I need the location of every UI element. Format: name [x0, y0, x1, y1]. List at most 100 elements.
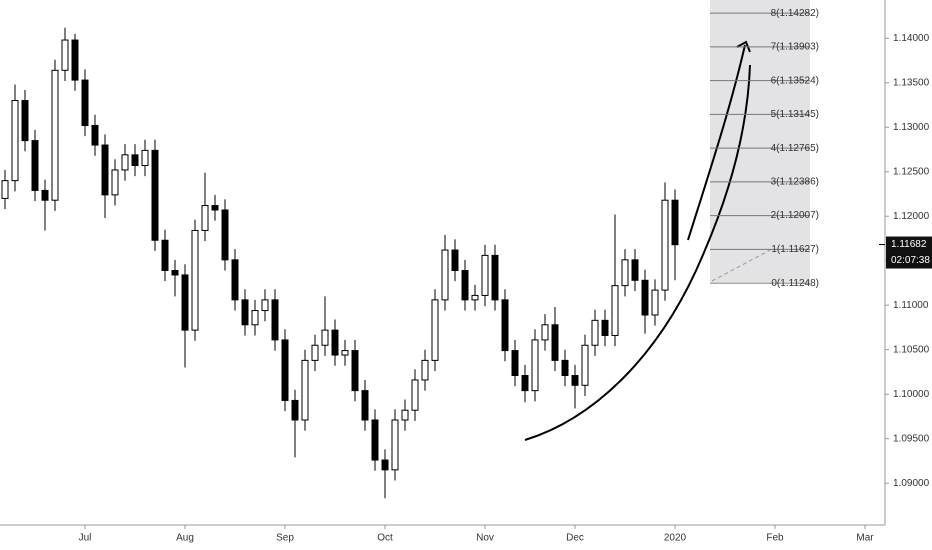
fib-level-label: 6(1.13524) [771, 75, 819, 86]
y-tick-label: 1.09500 [893, 433, 930, 444]
candle-body [641, 279, 649, 316]
y-tick-label: 1.12000 [893, 211, 930, 222]
candle-body [571, 375, 579, 386]
x-tick-label: Oct [377, 533, 393, 544]
candle-body [581, 344, 589, 386]
candle-body [471, 294, 479, 301]
candle-body [141, 149, 149, 167]
candle-body [61, 39, 69, 71]
candle-body [181, 274, 189, 331]
y-tick-label: 1.13500 [893, 77, 930, 88]
fib-level-label: 7(1.13903) [771, 42, 819, 53]
candle-body [291, 399, 299, 421]
candle-body [341, 350, 349, 356]
candle-body [11, 100, 19, 182]
y-tick-label: 1.09000 [893, 478, 930, 489]
candle-body [601, 319, 609, 336]
candle-body [511, 350, 519, 377]
x-tick-label: Sep [276, 533, 294, 544]
fib-level-label: 0(1.11248) [771, 278, 819, 289]
candle-body [521, 375, 529, 392]
candle-body [461, 270, 469, 301]
candle-body [561, 359, 569, 377]
candle-body [531, 339, 539, 392]
fib-level-label: 2(1.12007) [771, 210, 819, 221]
candle-body [51, 69, 59, 201]
y-tick-label: 1.13000 [893, 122, 930, 133]
candle-body [661, 199, 669, 291]
candle-body [391, 419, 399, 471]
candle-body [301, 359, 309, 421]
candle-body [41, 189, 49, 201]
fib-level-label: 1(1.11627) [771, 244, 819, 255]
candle-body [91, 124, 99, 146]
candle-body [111, 169, 119, 196]
candle-body [361, 390, 369, 421]
candle-body [271, 299, 279, 341]
candle-body [441, 249, 449, 301]
candle-body [261, 299, 269, 312]
candle-body [281, 339, 289, 401]
candle-body [221, 209, 229, 261]
countdown-tag [886, 252, 932, 269]
candle-body [371, 419, 379, 461]
curved-arrow-lower [524, 64, 751, 441]
x-tick-label: Aug [176, 533, 194, 544]
candle-body [71, 39, 79, 81]
candle-body [631, 259, 639, 281]
candle-body [481, 254, 489, 296]
x-tick-label: 2020 [664, 533, 687, 544]
y-tick-label: 1.10500 [893, 344, 930, 355]
candle-body [21, 100, 29, 142]
x-tick-label: Mar [856, 533, 874, 544]
candle-body [451, 249, 459, 272]
candle-body [421, 359, 429, 381]
fib-level-label: 3(1.12386) [771, 177, 819, 188]
candle-body [311, 344, 319, 361]
candle-body [381, 459, 389, 471]
candle-body [611, 285, 619, 336]
candle-body [551, 324, 559, 361]
candle-body [321, 329, 329, 346]
candle-body [621, 259, 629, 287]
candle-body [1, 180, 9, 199]
candle-body [401, 409, 409, 421]
candle-body [201, 205, 209, 231]
candle-body [501, 299, 509, 352]
candle-body [351, 350, 359, 392]
x-tick-label: Nov [476, 533, 494, 544]
fib-level-label: 5(1.13145) [771, 109, 819, 120]
x-tick-label: Jul [79, 533, 92, 544]
candle-body [191, 229, 199, 331]
candle-body [251, 310, 259, 326]
candle-body [161, 239, 169, 272]
candle-body [171, 270, 179, 276]
candle-body [651, 289, 659, 316]
fib-level-label: 8(1.14282) [771, 8, 819, 19]
last-price-tag [886, 236, 932, 253]
candle-body [591, 319, 599, 346]
x-tick-label: Dec [566, 533, 584, 544]
y-tick-label: 1.14000 [893, 33, 930, 44]
curved-arrow-upper [687, 40, 751, 241]
candle-body [151, 149, 159, 241]
y-tick-label: 1.11000 [893, 300, 929, 311]
candle-body [121, 154, 129, 171]
x-tick-label: Feb [766, 533, 784, 544]
candle-body [411, 379, 419, 411]
y-tick-label: 1.10000 [893, 389, 930, 400]
candle-body [31, 140, 39, 191]
candle-body [131, 154, 139, 167]
candle-body [431, 299, 439, 361]
candle-body [81, 79, 89, 126]
candle-body [101, 144, 109, 196]
candle-body [231, 259, 239, 301]
candle-body [671, 199, 679, 246]
candle-body [331, 329, 339, 356]
candle-body [241, 299, 249, 326]
candle-body [491, 254, 499, 301]
y-tick-label: 1.12500 [893, 166, 930, 177]
last-price-label: 1.11682 [891, 239, 927, 250]
countdown-label: 02:07:38 [891, 255, 930, 266]
